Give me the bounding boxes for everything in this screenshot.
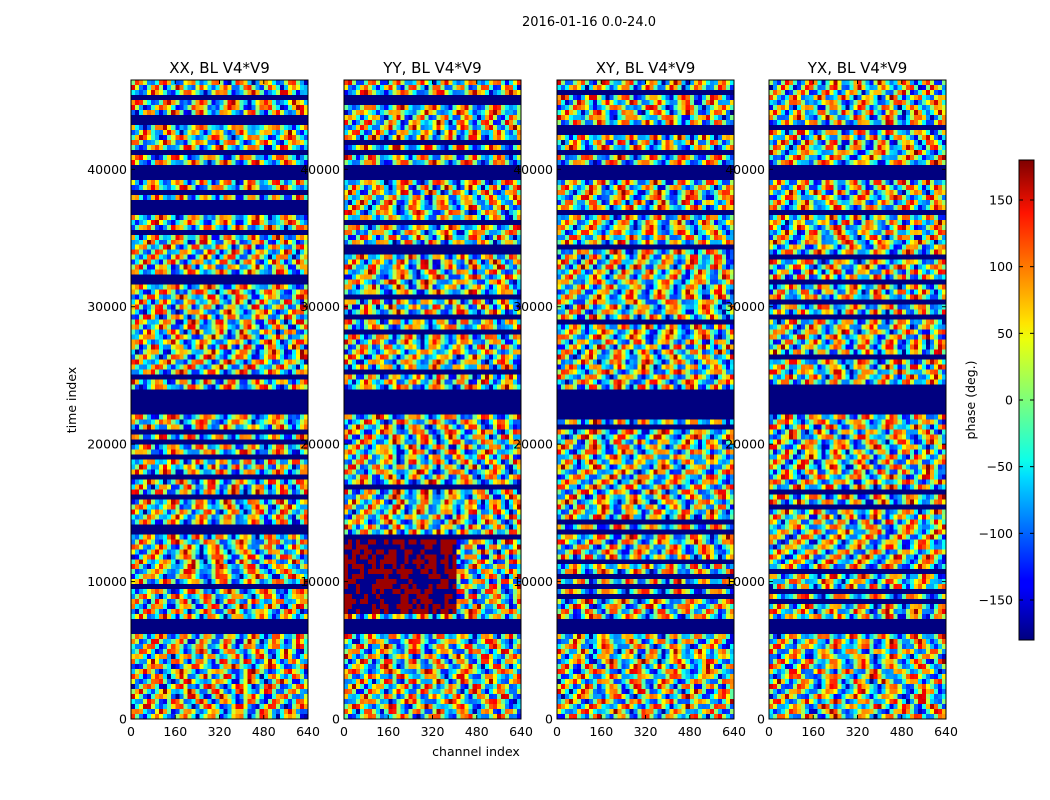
x-tick-label: 0 xyxy=(765,724,773,739)
y-tick-label: 0 xyxy=(757,712,765,727)
y-tick-label: 40000 xyxy=(725,162,765,177)
y-tick-label: 10000 xyxy=(725,574,765,589)
x-tick-label: 640 xyxy=(296,724,320,739)
figure-suptitle: 2016-01-16 0.0-24.0 xyxy=(522,15,656,30)
y-tick-label: 30000 xyxy=(513,299,553,314)
colorbar-tick-label: 50 xyxy=(997,326,1013,341)
x-tick-label: 480 xyxy=(890,724,914,739)
colorbar-tick-label: −50 xyxy=(987,459,1013,474)
panel-title: XX, BL V4*V9 xyxy=(169,59,270,77)
x-tick-label: 640 xyxy=(509,724,533,739)
x-tick-label: 320 xyxy=(846,724,870,739)
y-tick-label: 30000 xyxy=(725,299,765,314)
x-tick-label: 0 xyxy=(553,724,561,739)
x-tick-label: 640 xyxy=(722,724,746,739)
y-tick-label: 40000 xyxy=(300,162,340,177)
x-tick-label: 0 xyxy=(127,724,135,739)
panel-xy: XY, BL V4*V9 0 160 320 480 640 0 10000 20000 3000… xyxy=(513,59,746,739)
y-tick-label: 20000 xyxy=(300,437,340,452)
panel-title: YY, BL V4*V9 xyxy=(382,59,481,77)
y-tick-label: 10000 xyxy=(300,574,340,589)
y-tick-label: 10000 xyxy=(513,574,553,589)
phase-heatmap xyxy=(131,80,308,719)
x-tick-label: 320 xyxy=(208,724,232,739)
x-tick-label: 320 xyxy=(634,724,658,739)
y-tick-label: 20000 xyxy=(87,437,127,452)
x-tick-label: 480 xyxy=(678,724,702,739)
y-tick-label: 10000 xyxy=(87,574,127,589)
y-tick-label: 40000 xyxy=(513,162,553,177)
x-tick-label: 640 xyxy=(934,724,958,739)
y-tick-label: 0 xyxy=(332,712,340,727)
x-tick-label: 160 xyxy=(589,724,613,739)
colorbar-tick-label: −150 xyxy=(979,593,1013,608)
phase-heatmap xyxy=(557,80,734,719)
x-tick-label: 160 xyxy=(376,724,400,739)
y-tick-label: 20000 xyxy=(725,437,765,452)
colorbar-tick-label: 0 xyxy=(1005,393,1013,408)
y-axis-label: time index xyxy=(64,367,79,433)
colorbar-ticks: 150 100 50 0 −50 −100 −150 xyxy=(979,193,1034,608)
x-tick-label: 160 xyxy=(163,724,187,739)
x-tick-label: 0 xyxy=(340,724,348,739)
panel-xx: XX, BL V4*V9 0 160 320 480 640 0 10000 20000 3000… xyxy=(87,59,320,739)
y-tick-label: 0 xyxy=(119,712,127,727)
panel-yx: YX, BL V4*V9 0 160 320 480 640 0 10000 20000 3000… xyxy=(725,59,958,739)
x-tick-label: 480 xyxy=(252,724,276,739)
x-tick-label: 160 xyxy=(801,724,825,739)
phase-heatmap xyxy=(769,80,946,719)
panels: XX, BL V4*V9 0 160 320 480 640 0 10000 20000 3000… xyxy=(87,59,958,739)
panel-title: YX, BL V4*V9 xyxy=(807,59,908,77)
y-tick-label: 30000 xyxy=(87,299,127,314)
colorbar-tick-label: −100 xyxy=(979,526,1013,541)
phase-heatmap xyxy=(344,80,521,719)
colorbar-tick-label: 100 xyxy=(989,259,1013,274)
y-tick-label: 20000 xyxy=(513,437,553,452)
panel-title: XY, BL V4*V9 xyxy=(596,59,696,77)
panel-yy: YY, BL V4*V9 0 160 320 480 640 0 10000 20000 3000… xyxy=(300,59,533,739)
colorbar-label: phase (deg.) xyxy=(963,361,978,440)
x-tick-label: 320 xyxy=(421,724,445,739)
x-axis-label: channel index xyxy=(432,744,520,759)
colorbar: 150 100 50 0 −50 −100 −150 phase (deg.) xyxy=(963,159,1035,641)
y-tick-label: 30000 xyxy=(300,299,340,314)
x-tick-label: 480 xyxy=(465,724,489,739)
y-tick-label: 40000 xyxy=(87,162,127,177)
y-tick-label: 0 xyxy=(545,712,553,727)
colorbar-tick-label: 150 xyxy=(989,193,1013,208)
